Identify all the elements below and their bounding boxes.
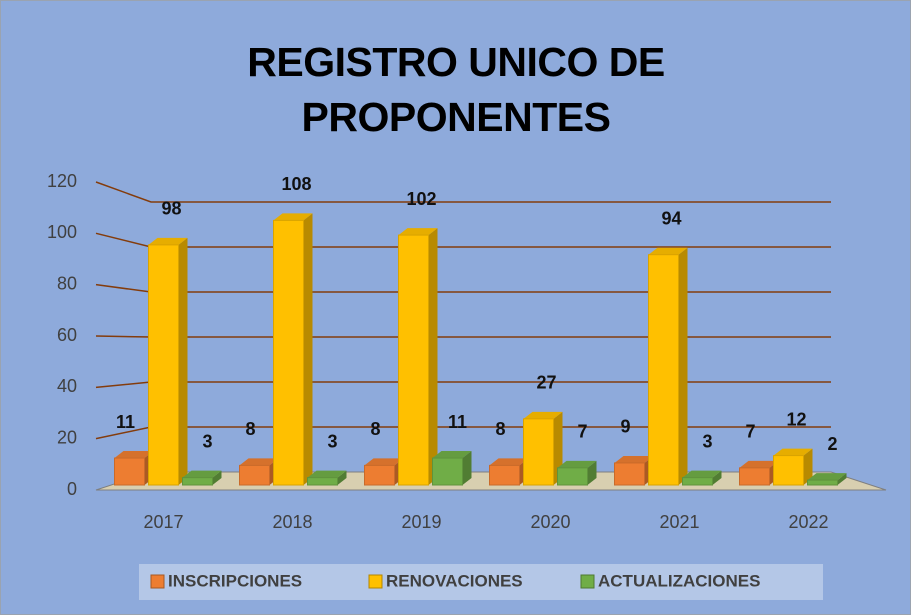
- bar-top: [557, 460, 597, 468]
- bar-top: [114, 451, 154, 459]
- bar-top: [432, 451, 472, 459]
- bar-side: [212, 470, 222, 485]
- bar: [239, 464, 270, 486]
- y-tick-label: 20: [57, 427, 77, 447]
- bar-side: [837, 473, 847, 485]
- grid-line: [95, 181, 831, 203]
- bar: [523, 418, 554, 486]
- legend-swatch: [368, 574, 383, 589]
- bar: [648, 254, 679, 486]
- x-tick-label: 2017: [143, 512, 183, 532]
- data-label: 108: [281, 174, 311, 194]
- data-label: 8: [495, 419, 505, 439]
- bar-top: [614, 455, 654, 463]
- grid-line: [95, 232, 831, 248]
- bar-side: [462, 451, 472, 485]
- y-tick-label: 80: [57, 273, 77, 293]
- bar: [114, 457, 145, 486]
- bar: [307, 477, 338, 486]
- bar-top: [307, 470, 347, 478]
- legend-label: ACTUALIZACIONES: [598, 571, 760, 590]
- bar: [182, 477, 213, 486]
- bar: [398, 234, 429, 486]
- bar: [432, 457, 463, 486]
- legend-box: [139, 564, 823, 600]
- grid-line: [95, 283, 831, 293]
- legend-label: RENOVACIONES: [386, 571, 523, 590]
- bar-top: [682, 470, 722, 478]
- data-label: 8: [370, 419, 380, 439]
- data-label: 7: [745, 422, 755, 442]
- bar-top: [773, 448, 813, 456]
- data-label: 102: [406, 189, 436, 209]
- data-label: 3: [202, 431, 212, 451]
- data-label: 9: [620, 417, 630, 437]
- data-label: 3: [327, 431, 337, 451]
- bar-top: [364, 458, 404, 466]
- legend-swatch: [580, 574, 595, 589]
- x-tick-label: 2019: [401, 512, 441, 532]
- bar-side: [337, 470, 347, 485]
- bar: [489, 464, 520, 486]
- bar-top: [489, 458, 529, 466]
- data-label: 11: [448, 412, 467, 432]
- bar-top: [182, 470, 222, 478]
- y-tick-label: 100: [47, 222, 77, 242]
- legend-swatch: [150, 574, 165, 589]
- legend-label: INSCRIPCIONES: [168, 571, 302, 590]
- x-tick-label: 2021: [659, 512, 699, 532]
- data-label: 94: [661, 208, 681, 228]
- data-label: 98: [161, 199, 181, 219]
- data-label: 8: [245, 419, 255, 439]
- bar: [739, 467, 770, 486]
- y-tick-label: 120: [47, 171, 77, 191]
- y-tick-label: 0: [67, 479, 77, 499]
- x-tick-label: 2022: [788, 512, 828, 532]
- bar: [773, 455, 804, 486]
- bar: [614, 462, 645, 486]
- bar-top: [273, 213, 313, 221]
- y-tick-label: 40: [57, 376, 77, 396]
- bar: [273, 219, 304, 486]
- bar-top: [239, 458, 279, 466]
- grid-line: [95, 335, 831, 338]
- data-label: 11: [116, 412, 135, 432]
- data-label: 27: [536, 373, 556, 393]
- bar-side: [803, 448, 813, 485]
- bar-top: [807, 473, 847, 481]
- bar-side: [678, 247, 688, 485]
- bar-side: [303, 213, 313, 485]
- chart-title: REGISTRO UNICO DE PROPONENTES: [247, 39, 665, 140]
- bar-side: [587, 460, 597, 485]
- x-tick-label: 2020: [530, 512, 570, 532]
- bar-side: [178, 237, 188, 485]
- bar: [148, 244, 179, 486]
- bar-top: [523, 411, 563, 419]
- x-tick-label: 2018: [272, 512, 312, 532]
- bar: [682, 477, 713, 486]
- bar-top: [398, 228, 438, 236]
- y-tick-label: 60: [57, 325, 77, 345]
- bar-side: [428, 228, 438, 485]
- bar: [364, 464, 395, 486]
- bar-top: [648, 247, 688, 255]
- bar-side: [712, 470, 722, 485]
- data-label: 3: [702, 431, 712, 451]
- bar: [557, 467, 588, 486]
- data-label: 12: [786, 409, 806, 429]
- data-label: 7: [577, 422, 587, 442]
- bar: [807, 479, 838, 486]
- bar-top: [148, 237, 188, 245]
- bar-top: [739, 460, 779, 468]
- grid-line: [95, 381, 831, 389]
- data-label: 2: [827, 434, 837, 454]
